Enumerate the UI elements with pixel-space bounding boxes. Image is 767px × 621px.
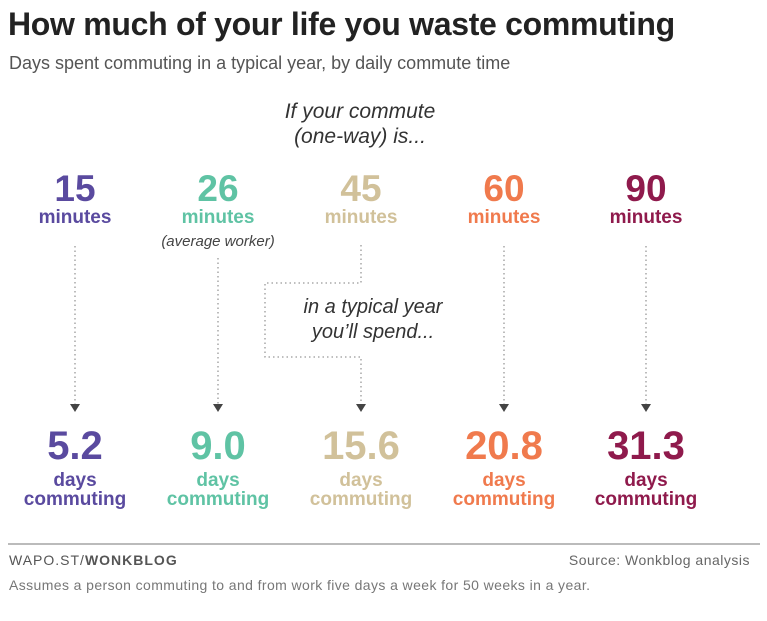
commuting-word-90: commuting: [594, 489, 698, 510]
minutes-label-15: minutes: [38, 207, 112, 228]
minutes-value-60: 60: [483, 168, 525, 209]
arrow-head-45: [356, 404, 366, 412]
footnote: Assumes a person commuting to and from w…: [9, 577, 591, 593]
average-worker-note: (average worker): [161, 233, 275, 250]
commuting-word-26: commuting: [166, 489, 270, 510]
minutes-value-90: 90: [625, 168, 667, 209]
callout-line-1: in a typical year: [303, 296, 443, 318]
days-value-15: 5.2: [47, 424, 103, 468]
days-word-15: days: [53, 470, 97, 491]
intro-line-1: If your commute: [284, 100, 436, 123]
chart-title: How much of your life you waste commutin…: [8, 6, 675, 42]
credit-prefix: WAPO.ST/: [9, 552, 85, 568]
days-value-60: 20.8: [465, 424, 543, 468]
days-word-26: days: [196, 470, 240, 491]
days-word-90: days: [624, 470, 668, 491]
minutes-label-45: minutes: [324, 207, 398, 228]
intro-text: If your commute (one-way) is...: [240, 99, 480, 149]
minutes-value-45: 45: [340, 168, 382, 209]
arrow-head-26: [213, 404, 223, 412]
days-value-45: 15.6: [322, 424, 400, 468]
callout-line-2: you’ll spend...: [311, 321, 435, 343]
days-label-45: days commuting: [286, 471, 436, 509]
days-word-45: days: [339, 470, 383, 491]
footer-divider: [8, 543, 760, 545]
commuting-word-15: commuting: [23, 489, 127, 510]
chart-subtitle: Days spent commuting in a typical year, …: [9, 53, 511, 73]
commuting-word-60: commuting: [452, 489, 556, 510]
minutes-label-26: minutes: [181, 207, 255, 228]
arrow-head-90: [641, 404, 651, 412]
days-label-15: days commuting: [0, 471, 150, 509]
days-label-90: days commuting: [571, 471, 721, 509]
minutes-value-26: 26: [197, 168, 239, 209]
commuting-word-45: commuting: [309, 489, 413, 510]
days-value-90: 31.3: [607, 424, 685, 468]
minutes-value-15: 15: [54, 168, 96, 209]
intro-line-2: (one-way) is...: [294, 125, 426, 148]
credit-brand: WONKBLOG: [84, 552, 178, 568]
credit-line: WAPO.ST/WONKBLOG: [9, 552, 178, 568]
source-note: Source: Wonkblog analysis: [568, 552, 750, 568]
days-label-60: days commuting: [429, 471, 579, 509]
days-value-26: 9.0: [190, 424, 246, 468]
arrow-head-60: [499, 404, 509, 412]
guide-line-45: [264, 245, 362, 404]
days-label-26: days commuting: [143, 471, 293, 509]
minutes-label-90: minutes: [609, 207, 683, 228]
minutes-label-60: minutes: [467, 207, 541, 228]
arrow-head-15: [70, 404, 80, 412]
days-word-60: days: [482, 470, 526, 491]
callout-text: in a typical year you’ll spend...: [283, 295, 463, 345]
